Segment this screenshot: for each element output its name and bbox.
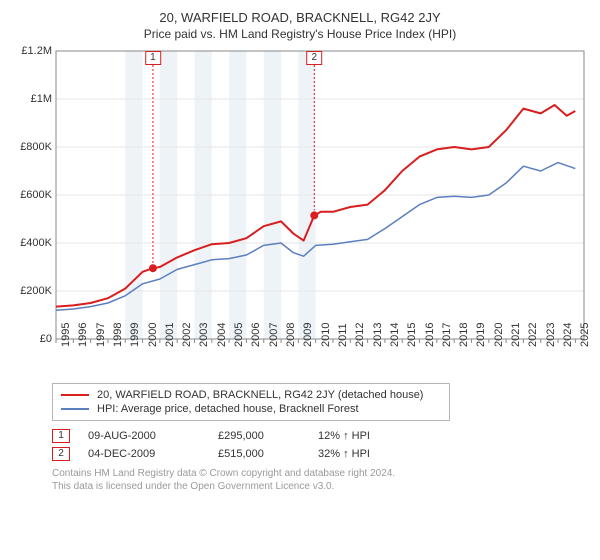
sale-price: £295,000 (218, 430, 318, 442)
x-tick-label: 2010 (320, 323, 332, 347)
x-tick-label: 2011 (337, 323, 349, 347)
x-tick-label: 1998 (112, 323, 124, 347)
footer-line-2: This data is licensed under the Open Gov… (52, 480, 588, 493)
x-tick-label: 2022 (527, 323, 539, 347)
x-tick-label: 2024 (562, 323, 574, 347)
x-tick-label: 2002 (181, 323, 193, 347)
x-tick-label: 2012 (354, 323, 366, 347)
y-tick-label: £0 (14, 333, 52, 345)
x-tick-label: 2001 (164, 323, 176, 347)
sale-date: 04-DEC-2009 (88, 448, 218, 460)
x-tick-label: 2004 (216, 323, 228, 347)
x-tick-label: 2016 (424, 323, 436, 347)
x-tick-label: 2007 (268, 323, 280, 347)
sale-row: 2 04-DEC-2009£515,00032% ↑ HPI (52, 445, 588, 463)
x-tick-label: 1997 (95, 323, 107, 347)
sales-table: 1 09-AUG-2000£295,00012% ↑ HPI 2 04-DEC-200… (52, 427, 588, 463)
x-tick-label: 2017 (441, 323, 453, 347)
sale-date: 09-AUG-2000 (88, 430, 218, 442)
y-tick-label: £1M (14, 93, 52, 105)
chart-subtitle: Price paid vs. HM Land Registry's House … (12, 27, 588, 41)
x-tick-label: 2009 (302, 323, 314, 347)
legend-label: 20, WARFIELD ROAD, BRACKNELL, RG42 2JY (… (97, 389, 423, 401)
legend: 20, WARFIELD ROAD, BRACKNELL, RG42 2JY (… (52, 383, 450, 421)
y-tick-label: £1.2M (14, 45, 52, 57)
plot-area: £0 £200K £400K £600K £800K £1M £1.2M 1995 1996 19… (12, 47, 588, 377)
sale-diff: 32% ↑ HPI (318, 448, 418, 460)
y-tick-label: £800K (14, 141, 52, 153)
y-tick-label: £600K (14, 189, 52, 201)
x-tick-label: 2014 (389, 323, 401, 347)
sale-row-marker: 2 (52, 447, 70, 461)
x-tick-label: 2018 (458, 323, 470, 347)
x-tick-label: 1999 (129, 323, 141, 347)
x-tick-label: 2013 (372, 323, 384, 347)
y-tick-label: £400K (14, 237, 52, 249)
x-tick-label: 2008 (285, 323, 297, 347)
x-tick-label: 2021 (510, 323, 522, 347)
sale-marker-label: 1 (145, 51, 161, 65)
x-tick-label: 2000 (147, 323, 159, 347)
legend-swatch (61, 408, 89, 410)
legend-item: 20, WARFIELD ROAD, BRACKNELL, RG42 2JY (… (61, 388, 441, 402)
x-tick-label: 1995 (60, 323, 72, 347)
legend-label: HPI: Average price, detached house, Brac… (97, 403, 359, 415)
legend-swatch (61, 394, 89, 396)
sale-price: £515,000 (218, 448, 318, 460)
sale-row-marker: 1 (52, 429, 70, 443)
x-tick-label: 2025 (579, 323, 591, 347)
x-tick-label: 2005 (233, 323, 245, 347)
sale-marker-label: 2 (307, 51, 323, 65)
x-tick-label: 2020 (493, 323, 505, 347)
legend-item: HPI: Average price, detached house, Brac… (61, 402, 441, 416)
x-tick-label: 2023 (545, 323, 557, 347)
x-tick-label: 2003 (198, 323, 210, 347)
footer-line-1: Contains HM Land Registry data © Crown c… (52, 467, 588, 480)
x-tick-label: 2006 (250, 323, 262, 347)
sale-row: 1 09-AUG-2000£295,00012% ↑ HPI (52, 427, 588, 445)
chart-title: 20, WARFIELD ROAD, BRACKNELL, RG42 2JY (12, 10, 588, 25)
chart-container: 20, WARFIELD ROAD, BRACKNELL, RG42 2JY P… (0, 0, 600, 501)
footer-attribution: Contains HM Land Registry data © Crown c… (52, 467, 588, 493)
sale-diff: 12% ↑ HPI (318, 430, 418, 442)
x-tick-label: 2015 (406, 323, 418, 347)
x-tick-label: 1996 (77, 323, 89, 347)
x-tick-label: 2019 (475, 323, 487, 347)
y-tick-label: £200K (14, 285, 52, 297)
